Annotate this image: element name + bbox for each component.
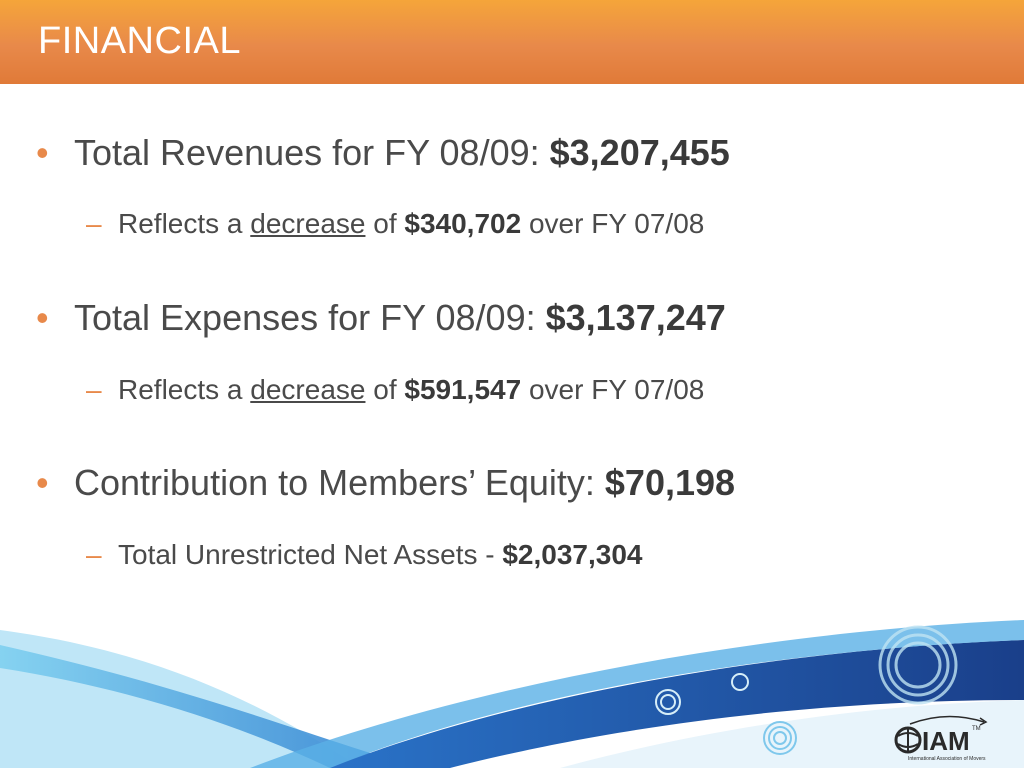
sub-marker: – (86, 208, 102, 239)
sub-value: $2,037,304 (502, 539, 643, 570)
bullet-text: Contribution to Members’ Equity: (74, 462, 605, 503)
bullet-text: Total Expenses for FY 08/09: (74, 297, 546, 338)
sub-expenses: – Reflects a decrease of $591,547 over FY… (86, 374, 704, 406)
sub-marker: – (86, 374, 102, 405)
sub-marker: – (86, 539, 102, 570)
sub-value: $591,547 (404, 374, 522, 405)
sub-mid: of (365, 374, 405, 405)
sub-emph: decrease (250, 208, 366, 239)
sub-prefix: Total Unrestricted Net Assets - (118, 539, 503, 570)
iam-logo-icon (894, 715, 988, 754)
title-bar (0, 0, 1024, 84)
sub-revenues: – Reflects a decrease of $340,702 over FY… (86, 208, 704, 240)
sub-prefix: Reflects a (118, 374, 251, 405)
sub-suffix: over FY 07/08 (521, 374, 705, 405)
sub-prefix: Reflects a (118, 208, 251, 239)
bullet-revenues: • Total Revenues for FY 08/09: $3,207,455 (36, 132, 730, 174)
bullet-equity: • Contribution to Members’ Equity: $70,19… (36, 462, 735, 504)
logo-tm: TM (972, 726, 981, 732)
bullet-text: Total Revenues for FY 08/09: (74, 132, 550, 173)
bullet-expenses: • Total Expenses for FY 08/09: $3,137,247 (36, 297, 726, 339)
sub-value: $340,702 (404, 208, 522, 239)
bullet-marker: • (36, 462, 49, 503)
bullet-marker: • (36, 297, 49, 338)
logo-text: IAM (922, 726, 970, 756)
bullet-value: $3,207,455 (549, 132, 730, 173)
sub-mid: of (365, 208, 405, 239)
bullet-value: $3,137,247 (545, 297, 726, 338)
slide-title: FINANCIAL (38, 20, 241, 62)
logo-subtitle: International Association of Movers (908, 756, 986, 762)
sub-equity: – Total Unrestricted Net Assets - $2,037,… (86, 539, 643, 571)
sub-suffix: over FY 07/08 (521, 208, 705, 239)
bullet-value: $70,198 (604, 462, 736, 503)
bullet-marker: • (36, 132, 49, 173)
sub-emph: decrease (250, 374, 366, 405)
